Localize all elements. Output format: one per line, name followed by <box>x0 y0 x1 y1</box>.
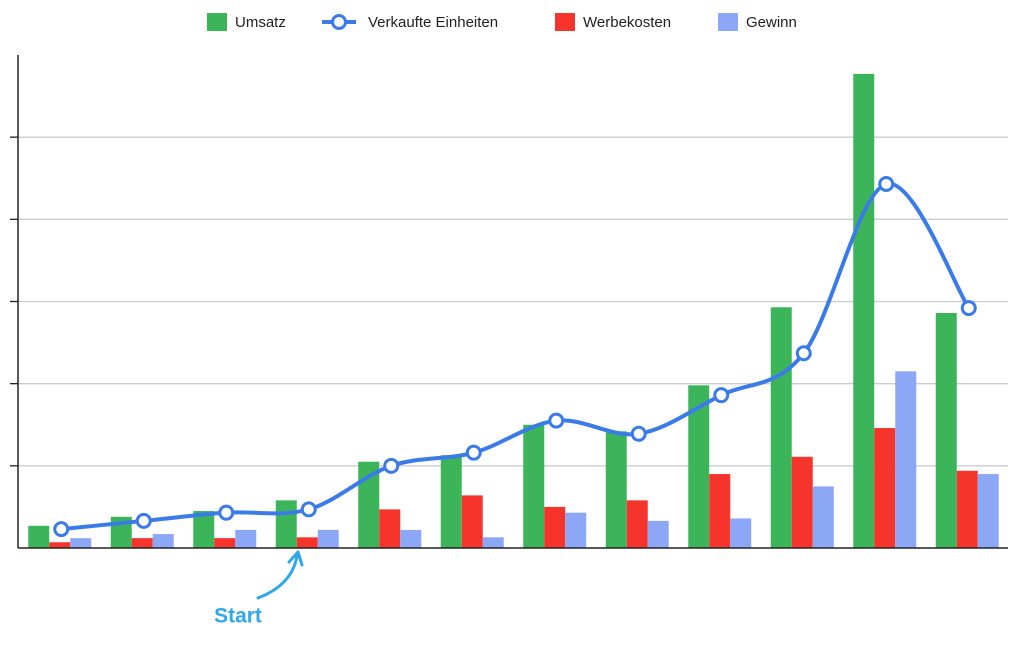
line-marker <box>135 512 152 529</box>
bar <box>461 495 483 548</box>
bar <box>28 525 50 548</box>
bar <box>131 538 153 548</box>
bar <box>296 537 318 548</box>
bar <box>770 307 792 548</box>
annotation: Start <box>214 605 262 628</box>
bar <box>440 455 462 548</box>
line-marker <box>878 176 895 193</box>
bar <box>895 371 917 548</box>
line-marker <box>630 425 647 442</box>
bar <box>152 534 174 548</box>
legend-label: Verkaufte Einheiten <box>368 14 498 31</box>
annotation-arrow <box>256 554 299 600</box>
legend-swatch <box>555 13 575 31</box>
bar <box>626 500 648 548</box>
bar <box>358 461 380 548</box>
bar <box>647 520 669 548</box>
bar <box>605 431 627 548</box>
bar <box>317 529 339 548</box>
bar <box>275 500 297 548</box>
bar <box>235 529 257 548</box>
bar <box>214 538 236 548</box>
bar <box>709 474 731 548</box>
grid <box>10 136 1008 467</box>
annotation-arrowhead <box>287 550 304 567</box>
line-marker <box>795 345 812 362</box>
bar <box>379 509 401 548</box>
bar <box>49 542 71 548</box>
lines <box>53 176 977 538</box>
legend-swatch <box>718 13 738 31</box>
bar <box>400 529 422 548</box>
line-marker <box>465 444 482 461</box>
line-marker <box>300 501 317 518</box>
bar <box>193 511 215 548</box>
legend-label: Gewinn <box>746 14 797 31</box>
legend-label: Werbekosten <box>583 14 671 31</box>
legend: Umsatz Verkaufte Einheiten Werbekosten Gewi… <box>207 13 797 31</box>
bar <box>874 428 896 548</box>
bar <box>544 506 566 548</box>
line-marker <box>548 412 565 429</box>
bar <box>730 518 752 548</box>
bars <box>28 73 999 549</box>
bar <box>956 470 978 548</box>
legend-swatch <box>207 13 227 31</box>
bar <box>853 73 875 549</box>
line <box>61 181 971 532</box>
bar <box>791 456 813 548</box>
line-marker <box>53 521 70 538</box>
bar <box>935 313 957 548</box>
bar <box>977 474 999 548</box>
bar <box>688 385 710 548</box>
bar <box>523 424 545 548</box>
bar <box>70 538 92 548</box>
bar <box>482 537 504 548</box>
legend-label: Umsatz <box>235 14 286 31</box>
line-marker <box>218 504 235 521</box>
bar <box>565 512 587 548</box>
line-marker <box>960 300 977 317</box>
line-marker <box>383 457 400 474</box>
bar <box>812 486 834 548</box>
legend-swatch <box>331 14 347 30</box>
line-marker <box>713 387 730 404</box>
